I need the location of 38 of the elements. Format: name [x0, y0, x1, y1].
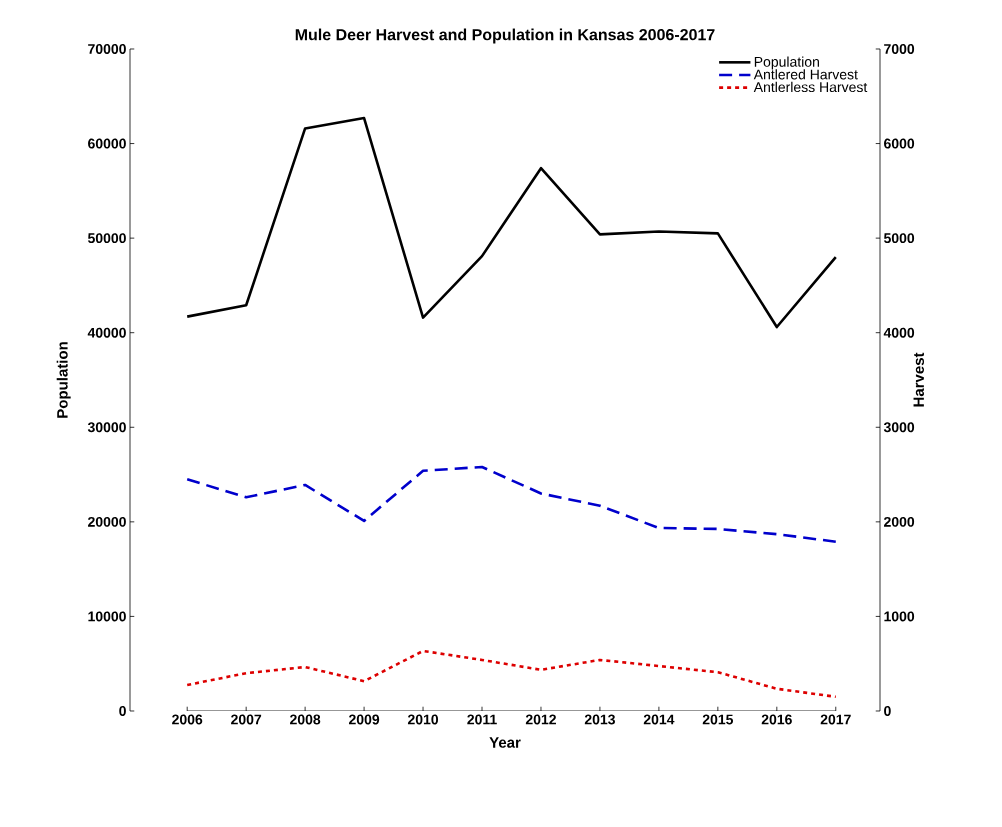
- x-tick-label: 2008: [290, 714, 321, 725]
- y2-tick-label: 1000: [884, 611, 915, 622]
- x-tick-label: 2014: [643, 714, 675, 725]
- y2-tick-label: 2000: [884, 516, 915, 527]
- x-axis-title: Year: [489, 737, 521, 748]
- y-tick-label: 70000: [88, 44, 126, 54]
- x-tick-label: 2009: [349, 714, 380, 725]
- y-tick-label: 10000: [88, 611, 126, 622]
- x-tick-label: 2007: [231, 714, 262, 725]
- x-tick-label: 2010: [407, 714, 439, 725]
- legend-label: Population: [754, 56, 819, 70]
- y2-tick-label: 7000: [884, 44, 915, 54]
- y-tick-label: 60000: [88, 138, 126, 149]
- line-series: [185, 649, 838, 699]
- y-tick-label: 50000: [87, 233, 126, 244]
- x-tick-label: 2017: [820, 714, 851, 725]
- y-tick-label: 40000: [87, 327, 126, 338]
- y2-tick-label: 4000: [883, 327, 915, 338]
- y2-axis-title: Harvest: [913, 352, 925, 407]
- chart-title: Mule Deer Harvest and Population in Kansas 2006-2017: [295, 28, 715, 44]
- y-tick-label: 30000: [87, 422, 126, 433]
- legend-label: Antlerless Harvest: [753, 81, 868, 93]
- x-tick-label: 2013: [584, 714, 615, 725]
- x-tick-label: 2012: [525, 714, 556, 725]
- y-tick-label: 20000: [88, 516, 126, 527]
- y2-tick-label: 0: [884, 706, 891, 716]
- line-series: [185, 465, 838, 544]
- y2-tick-label: 6000: [884, 138, 915, 149]
- x-tick-label: 2011: [467, 714, 497, 725]
- line-series: [185, 116, 838, 329]
- y-axis-title: Population: [56, 342, 71, 418]
- legend-label: Antlered Harvest: [753, 69, 858, 80]
- x-tick-label: 2006: [172, 714, 203, 725]
- y-tick-label: 0: [119, 706, 126, 716]
- x-tick-label: 2015: [702, 714, 734, 725]
- y2-tick-label: 3000: [883, 422, 915, 433]
- y2-tick-label: 5000: [883, 233, 915, 244]
- x-tick-label: 2016: [761, 714, 792, 725]
